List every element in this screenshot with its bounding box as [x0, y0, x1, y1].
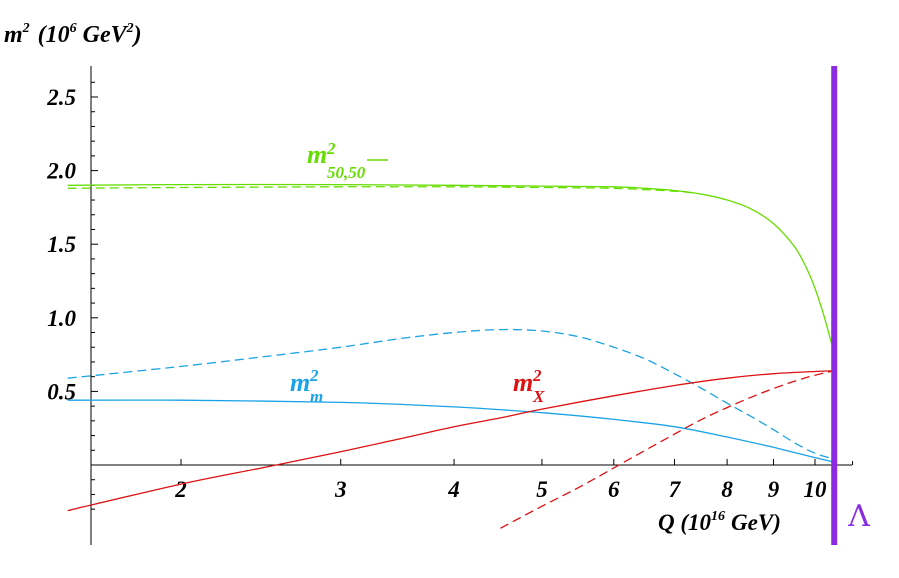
series-mX-dashed-line	[500, 370, 835, 529]
x-tick-label: 8	[721, 477, 733, 502]
series-label-mm: m2 m	[290, 366, 323, 406]
x-tick-label: 4	[447, 477, 460, 502]
series-m50-solid-line	[67, 183, 835, 354]
y-tick-label: 1.5	[47, 232, 76, 257]
series-mm-solid-line	[67, 399, 835, 463]
y-tick-label: 2.0	[46, 159, 76, 184]
series-label-mX: m2 X	[513, 366, 545, 406]
x-tick-label: 7	[669, 477, 682, 502]
y-axis-label: m2 (106 GeV2)	[4, 21, 142, 48]
x-axis-label: Q (1016 GeV)	[658, 509, 781, 535]
tick-group: 2 3 4 5 6 7 8 9 100.51.01.52.02.5	[46, 81, 854, 510]
series-label-m50: m2 50,50	[307, 139, 366, 182]
series-mX-solid-line	[67, 370, 835, 512]
y-tick-label: 2.5	[46, 85, 76, 110]
x-tick-label: 3	[334, 477, 347, 502]
curves-group	[67, 183, 835, 529]
x-tick-label: 10	[804, 477, 828, 502]
x-tick-label: 6	[608, 477, 620, 502]
cutoff-label-lambda: Λ	[847, 499, 870, 534]
x-tick-label: 9	[768, 477, 780, 502]
series-mm-dashed-line	[67, 328, 835, 460]
series-m50-dashed-line	[67, 186, 692, 194]
x-tick-label: 2	[174, 477, 187, 502]
x-tick-label: 5	[536, 477, 548, 502]
y-tick-label: 1.0	[47, 306, 76, 331]
